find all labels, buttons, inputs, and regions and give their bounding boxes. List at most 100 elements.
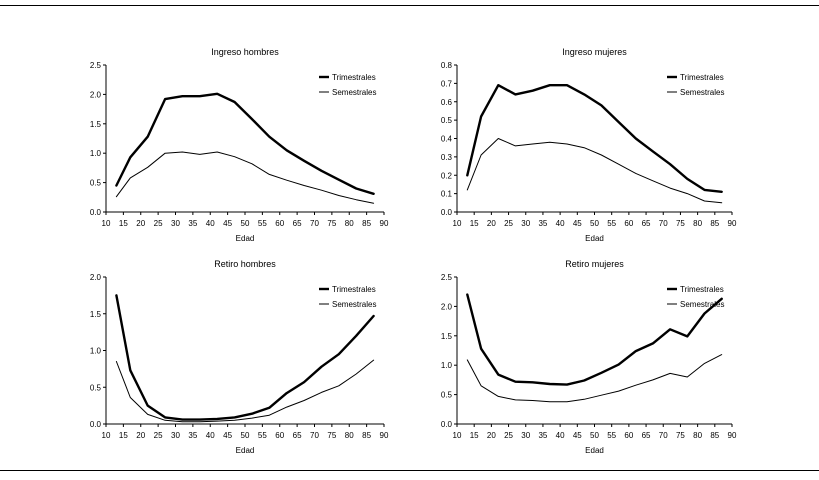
y-tick-label: 0.0 (90, 208, 102, 217)
x-tick-label: 20 (487, 219, 496, 228)
x-tick-label: 60 (275, 431, 284, 440)
chart-title: Retiro mujeres (565, 259, 624, 269)
x-axis-label: Edad (236, 234, 255, 243)
x-tick-label: 50 (241, 431, 250, 440)
x-tick-label: 90 (380, 219, 389, 228)
y-tick-label: 1.0 (441, 361, 453, 370)
x-tick-label: 60 (624, 431, 633, 440)
y-tick-label: 1.5 (90, 120, 102, 129)
x-tick-label: 55 (258, 431, 267, 440)
y-tick-label: 0.5 (441, 391, 453, 400)
y-tick-label: 2.0 (90, 273, 102, 282)
y-tick-label: 0.2 (441, 171, 453, 180)
y-tick-label: 0.1 (441, 190, 453, 199)
x-tick-label: 25 (504, 431, 513, 440)
x-tick-label: 35 (538, 219, 547, 228)
x-tick-label: 30 (521, 219, 530, 228)
x-tick-label: 85 (710, 431, 719, 440)
chart-panel-retiro-hombres: 10 15 20 25 30 35 40 45 50 55 60 65 70 75 80 85 90 0.0 0.5… (90, 259, 389, 455)
x-tick-label: 40 (206, 219, 215, 228)
y-tick-label: 2.0 (441, 302, 453, 311)
x-tick-label: 50 (590, 431, 599, 440)
x-tick-label: 85 (710, 219, 719, 228)
x-tick-label: 65 (293, 219, 302, 228)
y-tick-label: 0.3 (441, 153, 453, 162)
chart-panel-ingreso-mujeres: 10 15 20 25 30 35 40 45 50 55 60 65 70 75 80 85 90 0.0 0.1… (441, 47, 737, 243)
y-tick-label: 1.5 (441, 332, 453, 341)
top-rule (0, 5, 819, 6)
y-tick-label: 0.0 (441, 420, 453, 429)
x-tick-label: 80 (693, 431, 702, 440)
x-tick-label: 10 (102, 219, 111, 228)
x-tick-label: 15 (470, 219, 479, 228)
x-tick-label: 90 (380, 431, 389, 440)
x-tick-label: 65 (642, 431, 651, 440)
x-tick-label: 80 (345, 431, 354, 440)
x-tick-label: 85 (362, 431, 371, 440)
x-tick-label: 70 (659, 431, 668, 440)
x-tick-label: 20 (136, 219, 145, 228)
x-tick-label: 80 (693, 219, 702, 228)
chart-title: Ingreso mujeres (562, 47, 627, 57)
series-line-trimestrales (466, 83, 723, 194)
x-tick-label: 10 (102, 431, 111, 440)
x-tick-label: 70 (310, 219, 319, 228)
x-tick-label: 20 (487, 431, 496, 440)
x-tick-label: 40 (556, 431, 565, 440)
y-tick-label: 2.0 (90, 90, 102, 99)
legend-label-trimestrales: Trimestrales (332, 285, 376, 294)
chart-title: Retiro hombres (214, 259, 276, 269)
x-tick-label: 70 (310, 431, 319, 440)
legend-label-semestrales: Semestrales (332, 88, 376, 97)
x-tick-label: 50 (590, 219, 599, 228)
x-tick-label: 40 (206, 431, 215, 440)
y-tick-label: 2.5 (441, 273, 453, 282)
legend-label-trimestrales: Trimestrales (680, 285, 724, 294)
x-tick-label: 35 (188, 431, 197, 440)
x-tick-label: 10 (453, 431, 462, 440)
y-tick-label: 1.0 (90, 347, 102, 356)
series-line-trimestrales (466, 293, 723, 386)
legend-label-semestrales: Semestrales (680, 88, 724, 97)
x-tick-label: 40 (556, 219, 565, 228)
x-tick-label: 75 (327, 219, 336, 228)
series-line-semestrales (115, 359, 375, 423)
chart-panel-ingreso-hombres: 10 15 20 25 30 35 40 45 50 55 60 65 70 75 80 85 90 0.0 0.5… (90, 47, 389, 243)
x-tick-label: 30 (171, 431, 180, 440)
legend-label-trimestrales: Trimestrales (680, 73, 724, 82)
y-tick-label: 0.5 (90, 179, 102, 188)
x-tick-label: 55 (607, 219, 616, 228)
x-tick-label: 25 (154, 431, 163, 440)
y-tick-label: 0.7 (441, 79, 453, 88)
y-tick-label: 0.5 (90, 383, 102, 392)
chart-title: Ingreso hombres (211, 47, 279, 57)
x-tick-label: 90 (728, 219, 737, 228)
y-tick-label: 0.6 (441, 98, 453, 107)
x-tick-label: 55 (258, 219, 267, 228)
series-line-trimestrales (115, 92, 375, 196)
x-tick-label: 45 (223, 219, 232, 228)
x-tick-label: 85 (362, 219, 371, 228)
y-tick-label: 0.4 (441, 135, 453, 144)
x-tick-label: 65 (293, 431, 302, 440)
x-tick-label: 15 (119, 219, 128, 228)
series-line-semestrales (115, 151, 375, 204)
series-line-trimestrales (115, 294, 375, 421)
x-tick-label: 75 (676, 219, 685, 228)
x-tick-label: 75 (327, 431, 336, 440)
x-tick-label: 20 (136, 431, 145, 440)
x-tick-label: 45 (573, 431, 582, 440)
chart-panel-retiro-mujeres: 10 15 20 25 30 35 40 45 50 55 60 65 70 75 80 85 90 0.0 0.5… (441, 259, 737, 455)
series-line-semestrales (466, 354, 723, 403)
x-tick-label: 55 (607, 431, 616, 440)
y-tick-label: 1.5 (90, 310, 102, 319)
x-tick-label: 75 (676, 431, 685, 440)
y-tick-label: 0.0 (441, 208, 453, 217)
x-tick-label: 25 (504, 219, 513, 228)
y-tick-label: 0.8 (441, 61, 453, 70)
x-tick-label: 80 (345, 219, 354, 228)
series-line-semestrales (466, 138, 723, 204)
x-tick-label: 25 (154, 219, 163, 228)
x-axis-label: Edad (585, 234, 604, 243)
bottom-rule (0, 470, 819, 471)
